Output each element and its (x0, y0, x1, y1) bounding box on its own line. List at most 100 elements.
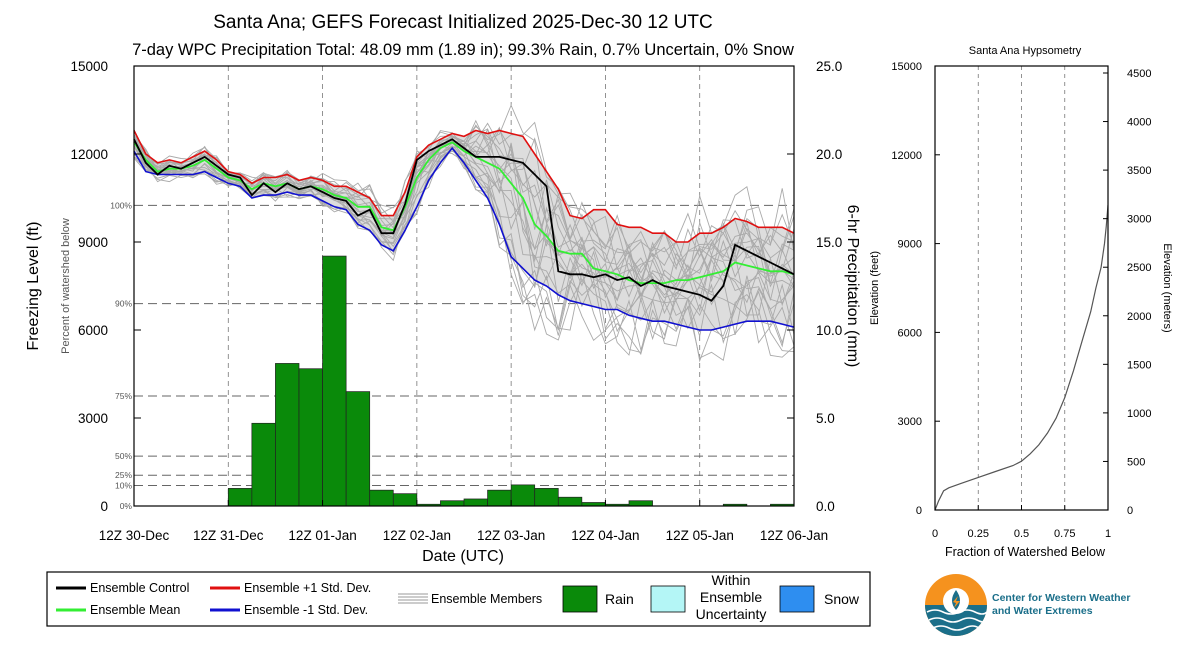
percent-label: 75% (115, 391, 132, 401)
rain-bar (510, 484, 536, 507)
figure-subtitle: 7-day WPC Precipitation Total: 48.09 mm … (132, 41, 794, 59)
hypsometry-gridlines (977, 66, 1066, 510)
legend-uncertain-swatch (650, 585, 686, 613)
legend-uncertain-label-3: Uncertainty (696, 606, 767, 622)
hypsometry-y-tick-label-right: 500 (1127, 456, 1145, 468)
figure-title: Santa Ana; GEFS Forecast Initialized 202… (213, 12, 713, 33)
x-tick-label: 12Z 05-Jan (666, 528, 734, 543)
main-plot-frame (133, 65, 795, 507)
hypsometry-y-tick-label-left: 6000 (898, 327, 922, 339)
percent-label: 50% (115, 451, 132, 461)
legend: Ensemble Control Ensemble Mean Ensemble … (46, 571, 871, 627)
x-tick-label: 12Z 30-Dec (99, 528, 170, 543)
legend-rain-label: Rain (605, 591, 634, 607)
hypsometry-y-tick-label-left: 0 (916, 505, 922, 517)
hypsometry-y-label-right: Elevation (meters) (1161, 243, 1173, 332)
hypsometry-y-tick-label-right: 2000 (1127, 311, 1151, 323)
percent-label: 10% (115, 480, 132, 490)
hypsometry-x-tick-label: 0.5 (1014, 528, 1029, 540)
hypsometry-y-tick-label-left: 12000 (891, 150, 922, 162)
ensemble-member-line (134, 146, 794, 353)
rain-bar (275, 363, 300, 507)
legend-rain-swatch (562, 585, 598, 613)
hypsometry-y-tick-label-right: 1000 (1127, 408, 1151, 420)
x-tick-label: 12Z 02-Jan (383, 528, 451, 543)
hypsometry-x-label: Fraction of Watershed Below (945, 545, 1106, 559)
cw3e-logo-line2: and Water Extremes (992, 605, 1093, 617)
plus-std-line (133, 129, 795, 243)
cw3e-logo: Center for Western Weather and Water Ext… (925, 574, 1130, 636)
hypsometry-y-label-left: Elevation (feet) (869, 251, 881, 325)
legend-members-label: Ensemble Members (431, 592, 542, 606)
y-axis-label-left-inner: Percent of watershed below (60, 218, 72, 354)
hypsometry-y-tick-label-left: 15000 (891, 61, 922, 73)
y-tick-label-left: 15000 (70, 59, 108, 74)
rain-bar (298, 368, 323, 507)
percent-label: 100% (110, 200, 132, 210)
hypsometry-y-tick-label-right: 0 (1127, 505, 1133, 517)
hypsometry-x-tick-label: 0.25 (968, 528, 989, 540)
hypsometry-y-tick-label-right: 3000 (1127, 214, 1151, 226)
y-axis-label-left: Freezing Level (ft) (25, 222, 42, 351)
hypsometry-title: Santa Ana Hypsometry (969, 45, 1082, 57)
x-axis-label: Date (UTC) (422, 548, 504, 565)
cw3e-logo-line1: Center for Western Weather (992, 592, 1130, 604)
x-tick-label: 12Z 03-Jan (477, 528, 545, 543)
y-tick-label-left: 0 (100, 499, 108, 514)
rain-bar (227, 488, 253, 507)
legend-frame (46, 571, 871, 627)
percent-label: 25% (115, 470, 132, 480)
cw3e-logo-icon (925, 574, 988, 636)
precipitation-bars (227, 255, 795, 507)
hypsometry-y-tick-label-left: 3000 (898, 416, 922, 428)
hypsometry-y-tick-label-right: 4500 (1127, 68, 1151, 80)
legend-uncertain-label-1: Within (712, 572, 751, 588)
main-axis-ticks: 12Z 30-Dec 12Z 31-Dec 12Z 01-Jan 12Z 02-Jan… (70, 59, 842, 543)
ensemble-lines (133, 129, 795, 331)
legend-members-swatch (398, 593, 428, 604)
ensemble-members (134, 104, 794, 363)
percent-label: 90% (115, 299, 132, 309)
rain-bar (534, 488, 559, 507)
y-tick-label-left: 9000 (78, 235, 108, 250)
rain-bar (487, 489, 512, 507)
ensemble-member-line (134, 144, 794, 321)
rain-bar (440, 500, 465, 507)
legend-mean-label: Ensemble Mean (90, 603, 180, 617)
y-tick-label-right: 15.0 (816, 235, 842, 250)
hypsometry-curve-group (935, 205, 1108, 510)
ensemble-control-line (133, 138, 795, 302)
rain-bar (628, 500, 653, 507)
rain-bar (369, 489, 394, 507)
x-tick-label: 12Z 04-Jan (571, 528, 639, 543)
rain-bar (392, 493, 418, 507)
rain-bar (557, 496, 583, 507)
hypsometry-y-tick-label-left: 9000 (898, 239, 922, 251)
legend-uncertain-label-2: Ensemble (700, 589, 762, 605)
legend-snow-swatch (779, 585, 815, 613)
rain-bar (345, 391, 371, 507)
y-tick-label-right: 10.0 (816, 323, 842, 338)
legend-snow-label: Snow (824, 591, 860, 607)
y-tick-label-left: 12000 (70, 147, 108, 162)
hypsometry-y-tick-label-right: 2500 (1127, 262, 1151, 274)
hypsometry-curve (935, 205, 1108, 510)
legend-control-label: Ensemble Control (90, 581, 189, 595)
x-tick-label: 12Z 31-Dec (193, 528, 264, 543)
legend-plus-label: Ensemble +1 Std. Dev. (244, 581, 371, 595)
hypsometry-y-tick-label-right: 3500 (1127, 165, 1151, 177)
hypsometry-x-tick-label: 0.75 (1054, 528, 1075, 540)
y-axis-label-right: 6-hr Precipitation (mm) (844, 205, 861, 368)
x-tick-label: 12Z 01-Jan (288, 528, 356, 543)
rain-bar (463, 498, 488, 507)
hypsometry-axis-ticks: 0 0.25 0.5 0.75 1 0 3000 6000 9000 12000 15000 0 500… (891, 61, 1151, 540)
minus-std-line (133, 146, 795, 331)
y-tick-label-right: 0.0 (816, 499, 835, 514)
y-tick-label-right: 20.0 (816, 147, 842, 162)
rain-bar (322, 255, 347, 507)
x-tick-label: 12Z 06-Jan (760, 528, 828, 543)
rain-bar (251, 422, 276, 507)
hypsometry-y-tick-label-right: 1500 (1127, 359, 1151, 371)
y-tick-label-left: 3000 (78, 411, 108, 426)
